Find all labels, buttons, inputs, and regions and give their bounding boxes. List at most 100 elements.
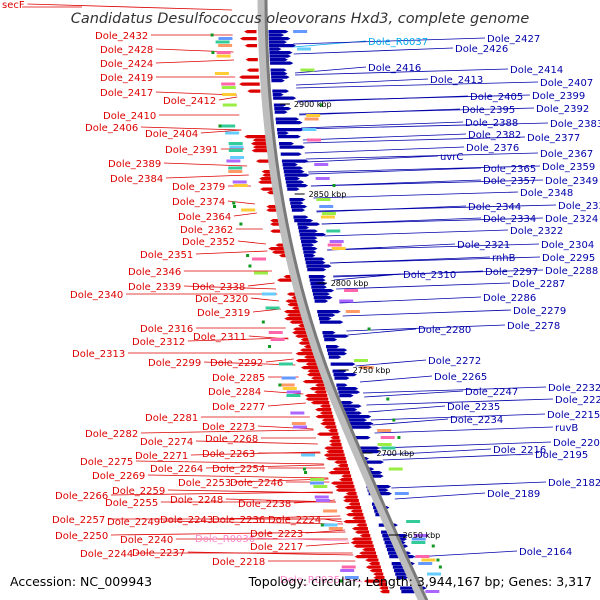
gene-label-left: Dole_2285 [212, 373, 265, 384]
gene-arrow-forward [347, 422, 374, 426]
cog-track-bar [228, 166, 243, 170]
cog-track-bar [411, 541, 426, 544]
genome-summary: Topology: circular; Length: 3,944,167 bp… [248, 574, 592, 589]
gene-label-right: Dole_2348 [520, 188, 573, 199]
gene-arrow-reverse [348, 502, 360, 506]
kbp-tick-label: 2700 kbp [377, 449, 415, 458]
cog-track-bar [252, 257, 267, 261]
gene-label-left: secF [2, 0, 25, 11]
cog-track-bar [319, 205, 334, 208]
gene-arrow-reverse [351, 537, 372, 541]
gene-arrow-reverse [356, 523, 367, 527]
gene-arrow-reverse [319, 411, 333, 415]
label-connector [394, 492, 486, 500]
cog-track-bar [216, 51, 231, 54]
label-connector [323, 518, 343, 523]
label-connector [237, 240, 266, 245]
label-connector [372, 418, 449, 426]
gene-arrow-forward [328, 355, 342, 359]
gc-marker [319, 103, 323, 107]
gene-arrow-forward [313, 296, 333, 300]
label-connector [296, 81, 539, 89]
gene-arrow-forward [333, 373, 357, 377]
cog-track-bar [314, 163, 329, 166]
gene-arrow-forward [280, 152, 302, 156]
cog-track-bar [310, 478, 325, 481]
gene-label-right: uvrC [440, 152, 463, 163]
gene-arrow-reverse [250, 142, 268, 146]
gene-arrow-reverse [316, 432, 339, 436]
gene-label-left: Dole_2312 [132, 337, 185, 348]
gene-arrow-forward [277, 131, 289, 135]
gene-label-left: Dole_2238 [238, 499, 291, 510]
cog-track-bar [314, 495, 329, 499]
label-connector [233, 212, 257, 217]
cog-track-bar [222, 93, 237, 96]
cog-track-bar [300, 68, 315, 72]
gene-arrow-forward [322, 331, 336, 335]
gene-arrow-reverse [365, 565, 381, 569]
gc-marker [210, 33, 214, 37]
gene-arrow-forward [348, 425, 372, 429]
gene-arrow-reverse [379, 586, 389, 590]
gene-arrow-forward [312, 292, 330, 296]
gene-arrow-forward [342, 404, 362, 408]
gc-marker [438, 565, 442, 569]
cog-track-bar [290, 411, 305, 415]
genome-backbone [257, 0, 429, 600]
cog-track-bar [353, 359, 368, 362]
cog-track-bar [225, 131, 240, 135]
gene-label-left: Dole_2273 [202, 422, 255, 433]
gene-arrow-forward [291, 205, 308, 209]
label-connector [346, 324, 506, 332]
label-connector [321, 217, 544, 225]
gene-label-left: Dole_2319 [197, 308, 250, 319]
gene-arrow-reverse [307, 369, 321, 373]
gene-arrow-reverse [300, 366, 320, 370]
gene-label-left: Dole_2218 [212, 557, 265, 568]
cog-track-bar [339, 299, 354, 303]
gene-arrow-reverse [330, 481, 354, 485]
kbp-ticks: 2900 kbp 2850 kbp 2800 kbp 2750 kbp 2700 kbp… [279, 100, 440, 540]
accession-text: Accession: NC_009943 [10, 574, 152, 589]
gene-arrow-reverse [261, 170, 272, 174]
gene-arrow-forward [289, 198, 306, 202]
gene-arrow-forward [327, 352, 348, 356]
gene-arrow-forward [287, 187, 300, 191]
gene-arrow-forward [277, 135, 301, 139]
label-connector [295, 78, 429, 86]
gc-marker [436, 558, 440, 562]
gc-marker [218, 124, 222, 128]
gene-arrow-forward [269, 58, 288, 62]
gene-arrow-reverse [319, 404, 331, 408]
cog-track-bar [222, 103, 237, 107]
label-connector [305, 529, 345, 534]
gene-label-left: Dole_2419 [100, 73, 153, 84]
label-connector [327, 243, 540, 251]
gene-arrow-reverse [339, 478, 353, 482]
gene-arrow-reverse [305, 397, 329, 401]
cog-track-bar [270, 338, 285, 341]
gene-arrow-reverse [245, 58, 258, 62]
gene-label-left: Dole_2364 [178, 212, 231, 223]
label-connector [295, 68, 509, 76]
gene-arrow-reverse [354, 555, 378, 559]
gene-arrow-forward [314, 299, 329, 303]
gene-arrow-forward [301, 240, 319, 244]
gene-label-right: Dole_2272 [428, 356, 481, 367]
gene-arrow-forward [270, 68, 287, 72]
gene-arrow-forward [274, 110, 288, 114]
cog-track-bar [293, 30, 308, 33]
label-connector [366, 398, 554, 406]
label-connector [195, 440, 318, 445]
cog-track-bar [233, 184, 248, 187]
cog-track-bar [327, 243, 342, 247]
label-connector [304, 146, 465, 154]
gene-label-right: Dole_2407 [540, 78, 593, 89]
gene-arrow-reverse [323, 453, 345, 457]
gene-arrow-reverse [314, 390, 327, 394]
gene-arrow-forward [283, 170, 305, 174]
label-connector [265, 358, 294, 363]
gene-arrow-reverse [310, 401, 330, 405]
cog-track-bar [411, 537, 426, 541]
